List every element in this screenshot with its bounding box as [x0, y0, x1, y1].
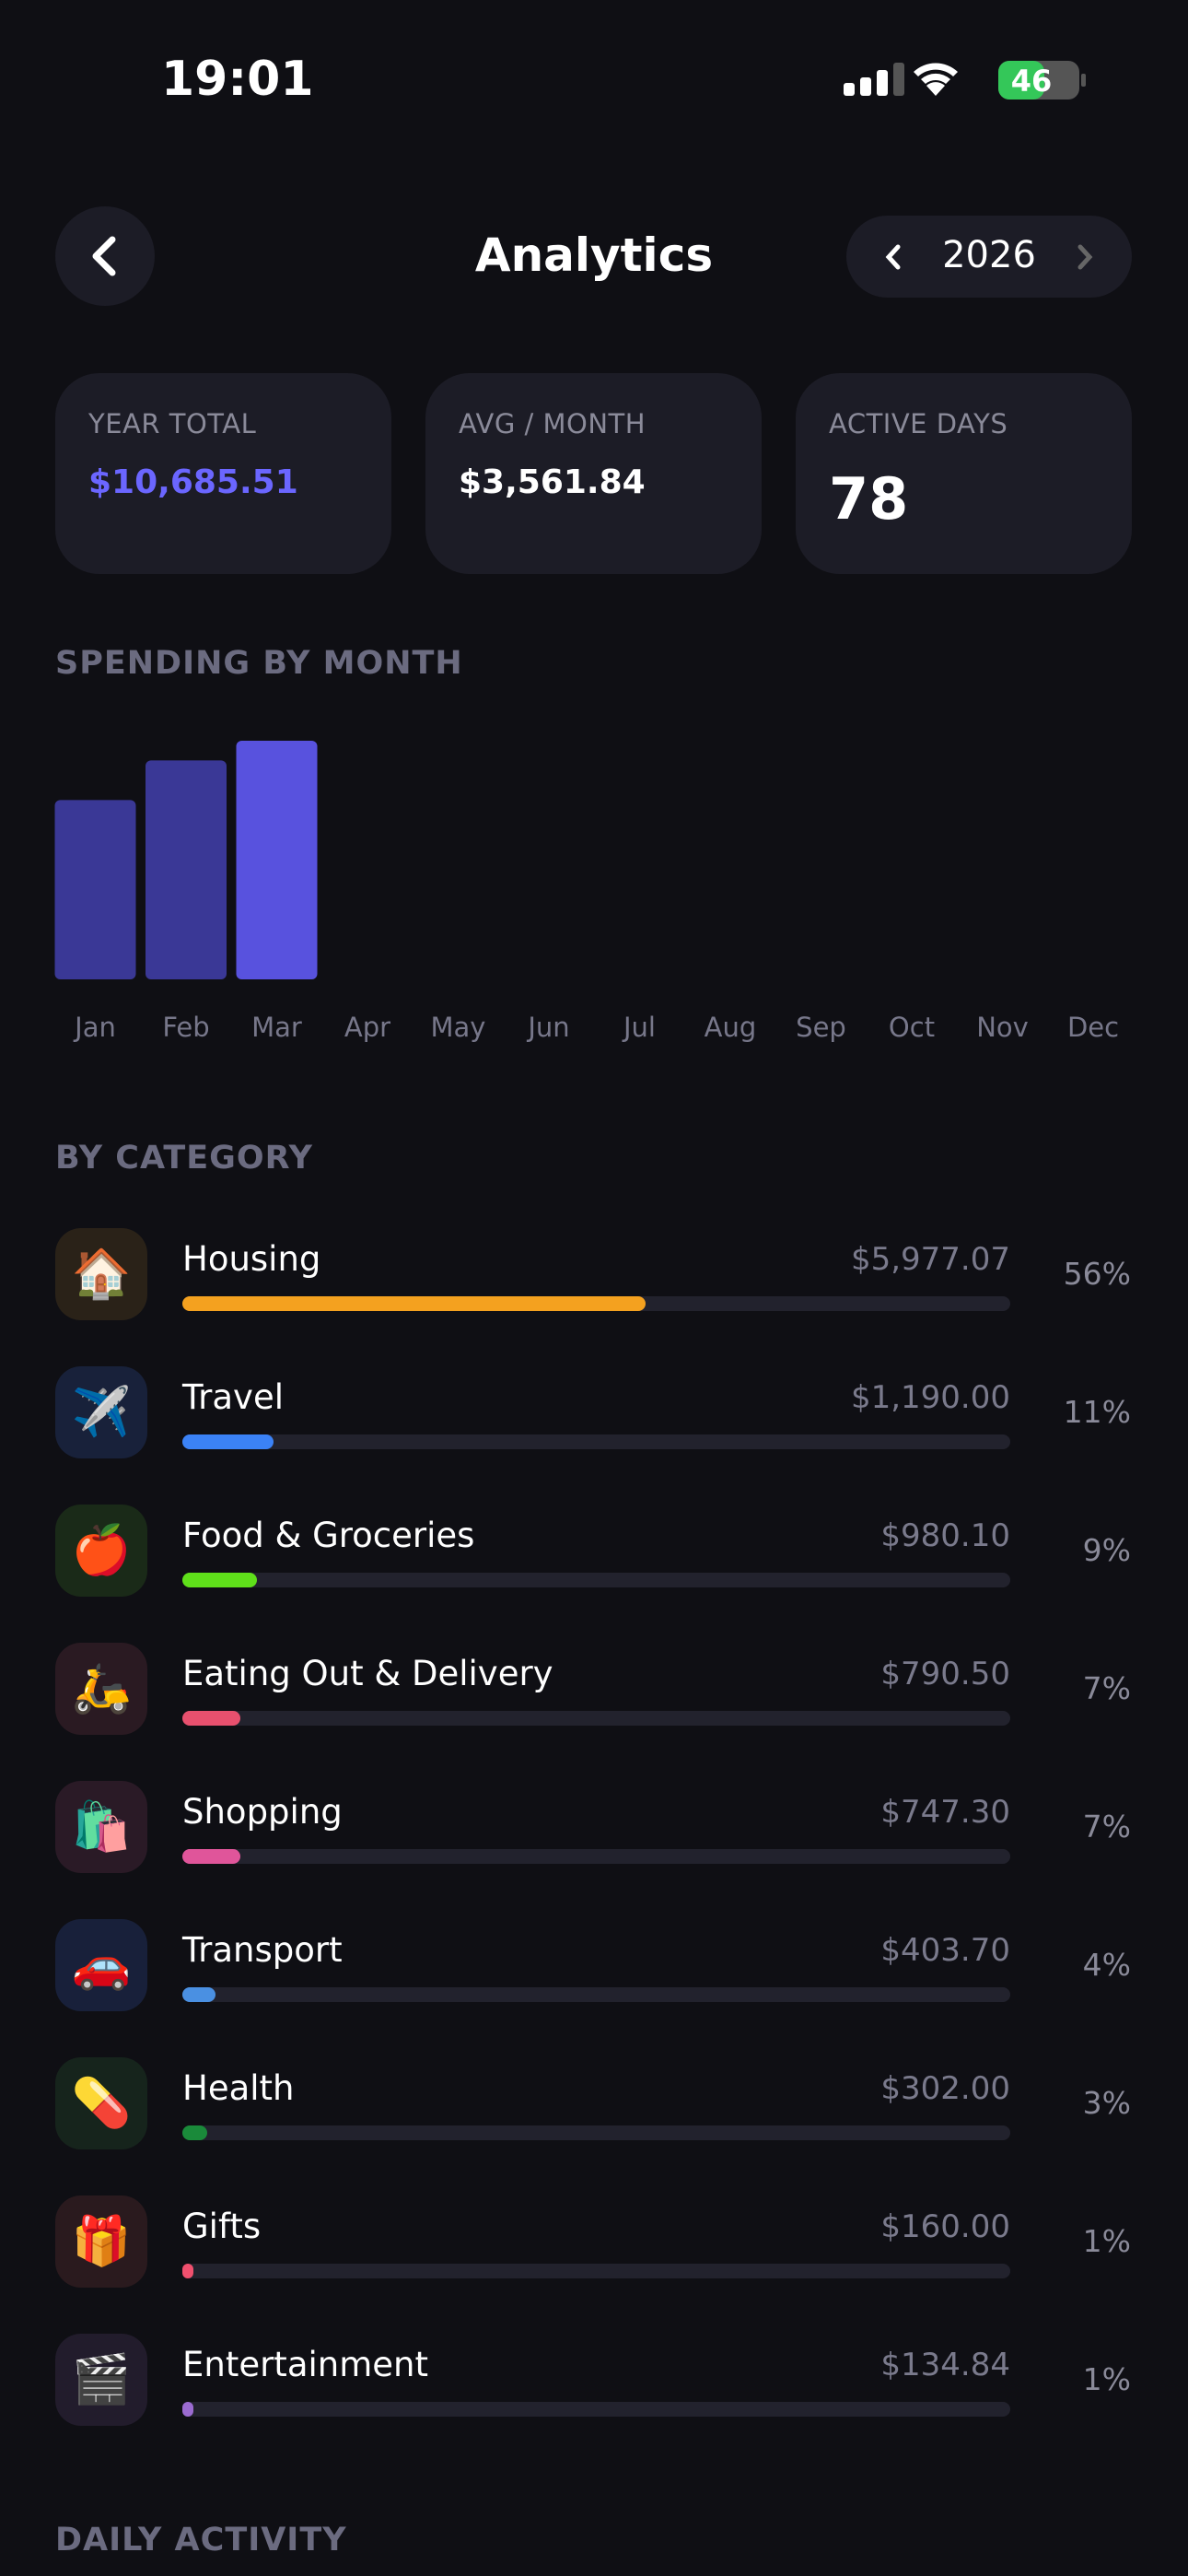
progress-track [182, 2402, 1010, 2417]
progress-track [182, 1987, 1010, 2002]
category-icon: 🛵 [55, 1643, 147, 1735]
stat-label: YEAR TOTAL [88, 408, 257, 439]
stat-value: $10,685.51 [88, 463, 298, 501]
category-amount: $302.00 [880, 2070, 1010, 2107]
category-percent: 3% [1082, 2085, 1131, 2121]
category-amount: $980.10 [880, 1517, 1010, 1554]
category-amount: $790.50 [880, 1656, 1010, 1692]
category-name: Gifts [182, 2207, 262, 2246]
category-name: Health [182, 2068, 295, 2108]
x-tick-label: Apr [344, 1012, 390, 1043]
progress-track [182, 2125, 1010, 2140]
year-picker: 2026 [846, 216, 1132, 298]
progress-track [182, 1711, 1010, 1726]
category-name: Shopping [182, 1792, 343, 1832]
x-tick-label: Jul [622, 1012, 656, 1043]
category-percent: 56% [1063, 1256, 1131, 1292]
progress-bar [182, 1711, 240, 1726]
bar [54, 800, 136, 979]
progress-bar [182, 1987, 215, 2002]
category-icon: 🎁 [55, 2195, 147, 2288]
category-percent: 9% [1082, 1532, 1131, 1568]
progress-track [182, 1849, 1010, 1864]
progress-track [182, 1296, 1010, 1311]
x-tick-label: Feb [162, 1012, 209, 1043]
stat-value: $3,561.84 [459, 463, 646, 501]
x-tick-label: May [431, 1012, 486, 1043]
category-name: Travel [182, 1377, 284, 1417]
section-title: DAILY ACTIVITY [55, 2522, 347, 2558]
category-name: Housing [182, 1239, 321, 1279]
x-tick-label: Aug [705, 1012, 757, 1043]
category-icon: 🍎 [55, 1505, 147, 1597]
status-icons: 46 [844, 61, 1086, 100]
progress-track [182, 2264, 1010, 2278]
category-amount: $5,977.07 [850, 1241, 1010, 1278]
stat-card: YEAR TOTAL $10,685.51 [55, 373, 391, 574]
category-amount: $747.30 [880, 1794, 1010, 1831]
progress-bar [182, 1849, 240, 1864]
x-tick-label: Oct [889, 1012, 935, 1043]
battery-level: 46 [1011, 64, 1053, 99]
category-percent: 4% [1082, 1947, 1131, 1983]
stat-card: AVG / MONTH $3,561.84 [425, 373, 762, 574]
category-icon: 🏠 [55, 1228, 147, 1320]
month-chart: Jan Feb Mar Apr May Jun Jul Aug Sep Oct Nov Dec [54, 741, 1119, 1043]
category-icon: 🛍️ [55, 1781, 147, 1873]
x-tick-label: Mar [251, 1012, 302, 1043]
category-name: Eating Out & Delivery [182, 1654, 553, 1693]
progress-bar [182, 2264, 193, 2278]
category-name: Transport [182, 1930, 343, 1970]
category-icon: 🎬 [55, 2334, 147, 2426]
category-name: Food & Groceries [182, 1516, 475, 1555]
category-name: Entertainment [182, 2345, 428, 2384]
category-amount: $160.00 [880, 2208, 1010, 2245]
progress-track [182, 1573, 1010, 1587]
x-tick-label: Nov [976, 1012, 1029, 1043]
progress-bar [182, 2402, 193, 2417]
status-time: 19:01 [161, 52, 314, 107]
next-year[interactable] [1071, 241, 1099, 273]
category-percent: 1% [1082, 2361, 1131, 2397]
progress-bar [182, 2125, 207, 2140]
category-percent: 7% [1082, 1809, 1131, 1844]
category-percent: 11% [1063, 1394, 1131, 1430]
progress-track [182, 1434, 1010, 1449]
x-tick-label: Sep [796, 1012, 846, 1043]
section-title: BY CATEGORY [55, 1140, 313, 1177]
stat-value: 78 [829, 465, 909, 533]
x-tick-label: Jan [73, 1012, 116, 1043]
section-title: SPENDING BY MONTH [55, 645, 463, 682]
category-icon: 🚗 [55, 1919, 147, 2011]
page-title: Analytics [474, 228, 714, 282]
bar [146, 760, 227, 979]
progress-bar [182, 1296, 646, 1311]
progress-bar [182, 1434, 274, 1449]
stat-label: AVG / MONTH [459, 408, 646, 439]
stat-label: ACTIVE DAYS [829, 408, 1008, 439]
bar [236, 741, 318, 979]
category-amount: $134.84 [880, 2347, 1010, 2383]
prev-year[interactable] [879, 241, 907, 273]
category-amount: $1,190.00 [850, 1379, 1010, 1416]
back-button[interactable] [55, 206, 155, 306]
progress-bar [182, 1573, 257, 1587]
category-percent: 1% [1082, 2223, 1131, 2259]
category-icon: 💊 [55, 2057, 147, 2149]
x-tick-label: Jun [526, 1012, 569, 1043]
category-amount: $403.70 [880, 1932, 1010, 1969]
stat-card: ACTIVE DAYS 78 [796, 373, 1132, 574]
x-tick-label: Dec [1067, 1012, 1119, 1043]
category-percent: 7% [1082, 1670, 1131, 1706]
category-icon: ✈️ [55, 1366, 147, 1458]
year: 2026 [942, 234, 1036, 276]
